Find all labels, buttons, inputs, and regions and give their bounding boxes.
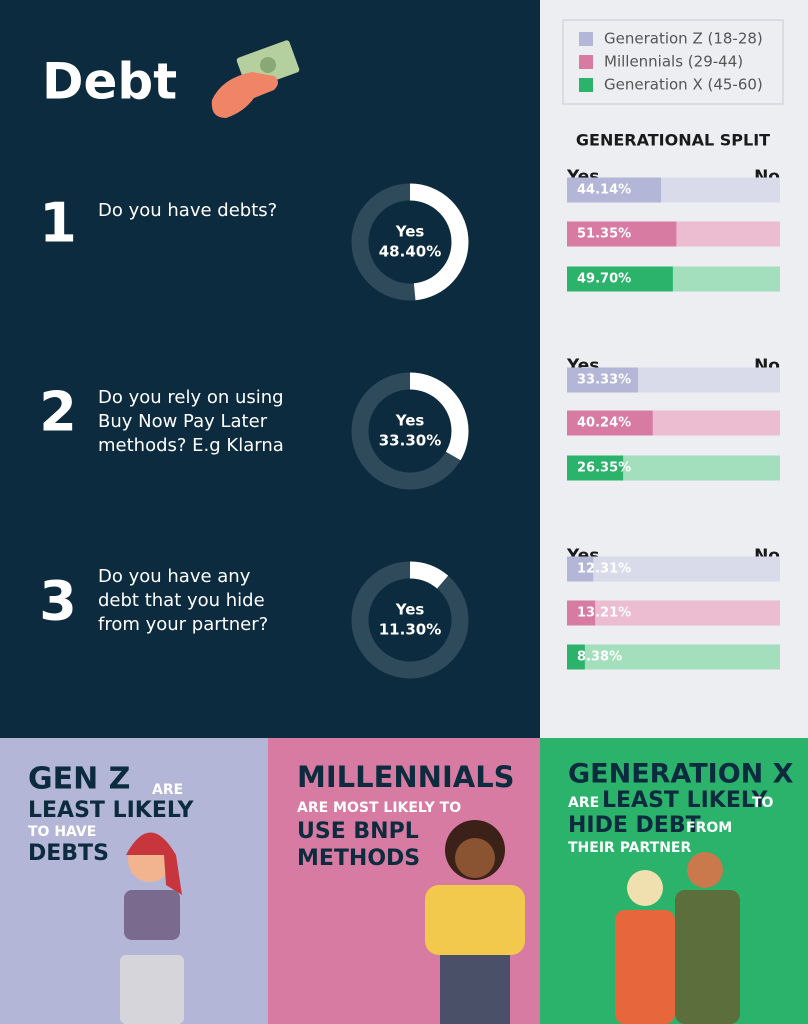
legend-box — [562, 19, 784, 105]
split-title: GENERATIONAL SPLIT — [576, 131, 770, 150]
bar-label: 33.33% — [577, 373, 631, 388]
donut-label: 11.30% — [379, 621, 441, 639]
bar-track — [567, 600, 780, 626]
donut-label: 33.30% — [379, 432, 441, 450]
panel-text: ARE — [568, 795, 599, 811]
bar — [567, 367, 638, 393]
panel-text: THEIR PARTNER — [568, 840, 691, 856]
panel-text: LEAST LIKELY — [602, 788, 768, 813]
legend-swatch — [579, 32, 593, 46]
panel-text: METHODS — [297, 846, 420, 871]
donut-label: 48.40% — [379, 243, 441, 261]
question-number: 1 — [39, 192, 77, 255]
bar — [567, 644, 585, 670]
legend-swatch — [579, 55, 593, 69]
donut-value — [351, 183, 469, 301]
bar-label: 40.24% — [577, 416, 631, 431]
panel-text: FROM — [686, 820, 732, 836]
panel-text: USE BNPL — [297, 819, 419, 844]
question-number: 3 — [39, 570, 77, 633]
donut-value — [351, 561, 469, 679]
bar — [567, 600, 596, 626]
panel-text: TO HAVE — [28, 824, 96, 840]
bar — [567, 455, 624, 481]
question-text: Buy Now Pay Later — [98, 411, 268, 432]
panel-text: HIDE DEBT — [568, 813, 701, 838]
panel-text: ARE MOST LIKELY TO — [297, 800, 461, 816]
question-text: Do you rely on using — [98, 387, 284, 408]
bar-label: 13.21% — [577, 606, 631, 621]
bar-label: 12.31% — [577, 562, 631, 577]
question-text: methods? E.g Klarna — [98, 435, 284, 456]
bar-label: 49.70% — [577, 272, 631, 287]
donut-value — [351, 372, 469, 490]
bar-label: 44.14% — [577, 183, 631, 198]
figure-millennial — [425, 820, 525, 1024]
panel-text: TO — [752, 795, 774, 811]
bar-track — [567, 644, 780, 670]
donut-answer: Yes — [395, 412, 425, 430]
legend-label: Generation Z (18-28) — [604, 30, 763, 48]
question-text: debt that you hide — [98, 590, 265, 611]
legend-label: Millennials (29-44) — [604, 53, 743, 71]
legend-swatch — [579, 78, 593, 92]
bar — [567, 177, 662, 203]
question-text: Do you have any — [98, 566, 251, 587]
figure-genz — [120, 832, 184, 1024]
panel-text: ARE — [152, 782, 183, 798]
dark-panel — [0, 0, 540, 738]
legend-label: Generation X (45-60) — [604, 76, 763, 94]
donut-answer: Yes — [395, 223, 425, 241]
question-number: 2 — [39, 381, 77, 444]
question-text: Do you have debts? — [98, 200, 277, 221]
bar — [567, 410, 653, 436]
bar-label: 51.35% — [577, 227, 631, 242]
bar-label: 8.38% — [577, 650, 622, 665]
panel-text: MILLENNIALS — [297, 760, 515, 794]
figure-genx — [615, 852, 740, 1024]
money-icon — [211, 40, 300, 118]
bar-label: 26.35% — [577, 461, 631, 476]
page-title: Debt — [42, 53, 177, 111]
panel-text: GENERATION X — [568, 759, 794, 790]
bar-track — [567, 556, 780, 582]
panel-text: GEN Z — [28, 762, 130, 797]
panel-text: LEAST LIKELY — [28, 798, 194, 823]
bar — [567, 556, 594, 582]
donut-answer: Yes — [395, 601, 425, 619]
question-text: from your partner? — [98, 614, 268, 635]
bar — [567, 266, 673, 292]
panel-text: DEBTS — [28, 841, 109, 866]
bar — [567, 221, 677, 247]
